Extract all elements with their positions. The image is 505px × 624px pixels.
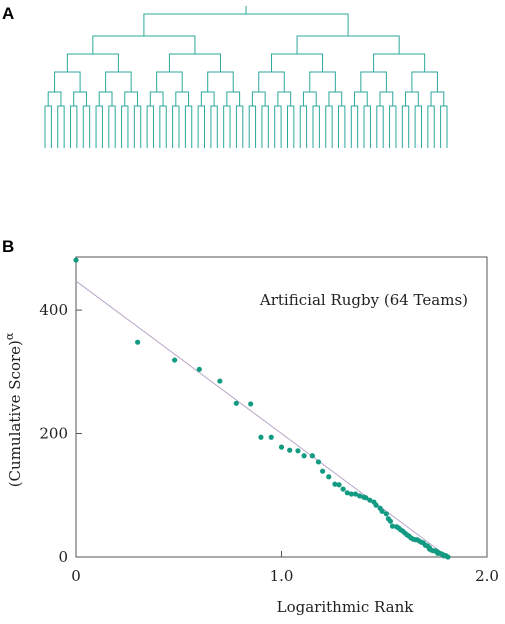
- data-point: [387, 518, 394, 524]
- data-point: [363, 495, 369, 501]
- annotation: Artificial Rugby (64 Teams): [259, 291, 468, 309]
- tree-branches: [44, 6, 448, 148]
- x-tick-label: 0: [71, 567, 81, 585]
- data-point: [373, 502, 379, 508]
- y-tick-label: 0: [58, 548, 68, 566]
- data-point: [248, 401, 254, 407]
- data-point: [356, 493, 363, 499]
- trend-line: [75, 280, 449, 558]
- data-point: [383, 511, 389, 517]
- panel-label: A: [2, 4, 14, 23]
- y-tick-label: 200: [39, 425, 68, 443]
- y-label-text: (Cumulative Score): [6, 340, 24, 487]
- data-point: [287, 447, 293, 453]
- y-axis-label: (Cumulative Score)α: [3, 332, 24, 487]
- data-point: [336, 482, 342, 488]
- data-point: [258, 434, 264, 440]
- data-point: [295, 448, 301, 454]
- data-point: [135, 339, 141, 345]
- data-point: [278, 444, 285, 450]
- data-point: [352, 491, 359, 497]
- data-point: [389, 523, 396, 529]
- x-tick-label: 1.0: [270, 567, 294, 585]
- data-point: [268, 434, 274, 440]
- y-label-exponent: α: [3, 332, 16, 340]
- y-tick-label: 400: [39, 301, 68, 319]
- data-point: [344, 490, 350, 496]
- data-point: [196, 366, 202, 372]
- bracket-tree: [44, 6, 448, 148]
- data-point: [217, 378, 223, 384]
- data-point: [332, 481, 338, 487]
- data-point: [326, 474, 332, 480]
- data-point: [73, 257, 79, 263]
- panel-label: B: [2, 237, 14, 256]
- x-axis-label: Logarithmic Rank: [277, 598, 415, 616]
- data-point: [340, 486, 346, 492]
- data-point: [348, 491, 354, 497]
- data-point: [301, 453, 307, 459]
- data-point: [320, 468, 326, 474]
- data-point: [315, 459, 322, 465]
- data-point: [172, 357, 178, 363]
- data-point: [233, 400, 239, 406]
- x-tick-label: 2.0: [475, 567, 499, 585]
- data-point: [309, 453, 315, 459]
- data-point: [445, 554, 451, 560]
- data-point: [379, 508, 385, 514]
- data-point: [367, 497, 373, 503]
